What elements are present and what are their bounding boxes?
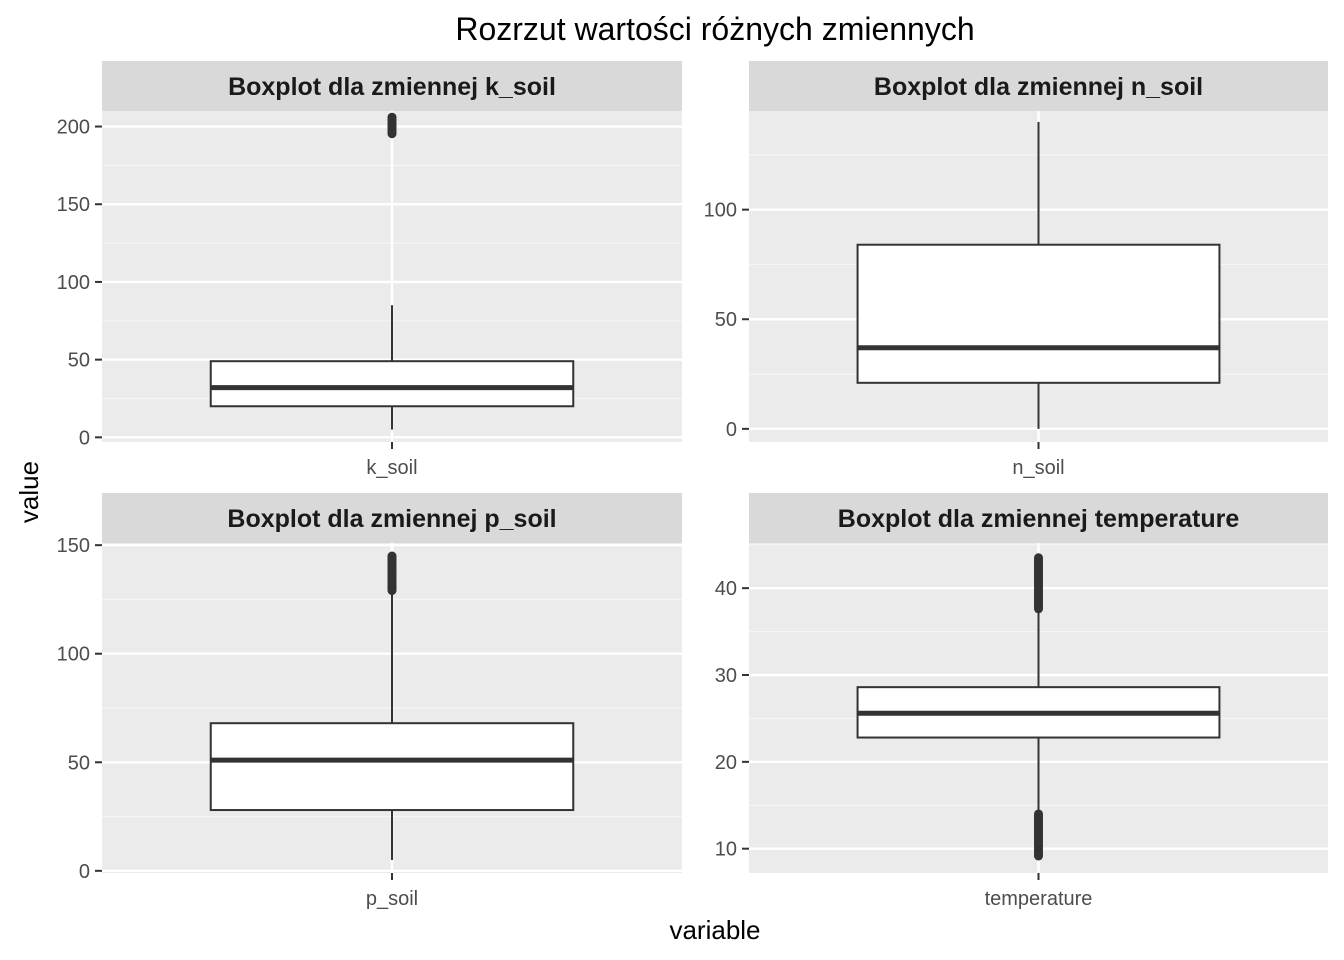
y-tick-label: 50 (715, 309, 737, 331)
outlier-point (387, 586, 397, 596)
y-tick-label: 100 (704, 200, 737, 222)
box-iqr (209, 722, 575, 812)
box-iqr (209, 360, 575, 408)
chart-title: Rozrzut wartości różnych zmiennych (455, 11, 974, 47)
y-tick-label: 150 (57, 535, 90, 557)
box-iqr (856, 243, 1221, 384)
y-tick-label: 30 (715, 665, 737, 687)
facet-strip (749, 61, 1328, 111)
x-tick-label: temperature (985, 888, 1093, 910)
boxplot-p_soil (209, 551, 575, 860)
y-tick-label: 150 (57, 194, 90, 216)
y-tick-label: 100 (57, 272, 90, 294)
y-tick-label: 10 (715, 839, 737, 861)
outlier-point (387, 129, 397, 139)
x-tick-label: p_soil (366, 888, 418, 910)
facet-n_soil: 0 50 100 Boxplot dla zmiennej n_soil n_soil (704, 61, 1328, 479)
facet-strip-label: Boxplot dla zmiennej temperature (838, 505, 1240, 533)
facet-strip-label: Boxplot dla zmiennej k_soil (228, 73, 556, 101)
facet-k_soil: 0 50 100 150 200 Boxplot dla zmiennej k_soilk… (57, 61, 682, 479)
x-tick-label: k_soil (366, 457, 417, 479)
y-tick-label: 40 (715, 578, 737, 600)
facet-strip-label: Boxplot dla zmiennej n_soil (874, 73, 1203, 101)
outlier-point (1034, 851, 1043, 861)
facet-strip (749, 493, 1328, 543)
y-tick-label: 50 (68, 350, 90, 372)
facet-strip (102, 61, 682, 111)
facet-temperature: 10 20 30 40 Boxplot dla zmiennej temperature… (715, 493, 1328, 910)
boxplot-n_soil (856, 121, 1221, 429)
y-axis-title: value (14, 461, 44, 523)
facet-p_soil: 0 50 100 150 Boxplot dla zmiennej p_soil p_so… (57, 493, 682, 910)
y-tick-label: 0 (79, 427, 90, 449)
boxplot-k_soil (209, 112, 575, 430)
y-tick-label: 50 (68, 752, 90, 774)
boxplot-temperature (856, 553, 1221, 861)
y-tick-label: 0 (726, 419, 737, 441)
facet-strip-label: Boxplot dla zmiennej p_soil (227, 505, 556, 533)
facet-strip (102, 493, 682, 543)
outlier-point (1034, 604, 1043, 614)
y-tick-label: 0 (79, 861, 90, 883)
y-tick-label: 200 (57, 117, 90, 139)
y-tick-label: 20 (715, 752, 737, 774)
x-tick-label: n_soil (1012, 457, 1064, 479)
x-axis-title: variable (669, 915, 760, 945)
y-tick-label: 100 (57, 644, 90, 666)
